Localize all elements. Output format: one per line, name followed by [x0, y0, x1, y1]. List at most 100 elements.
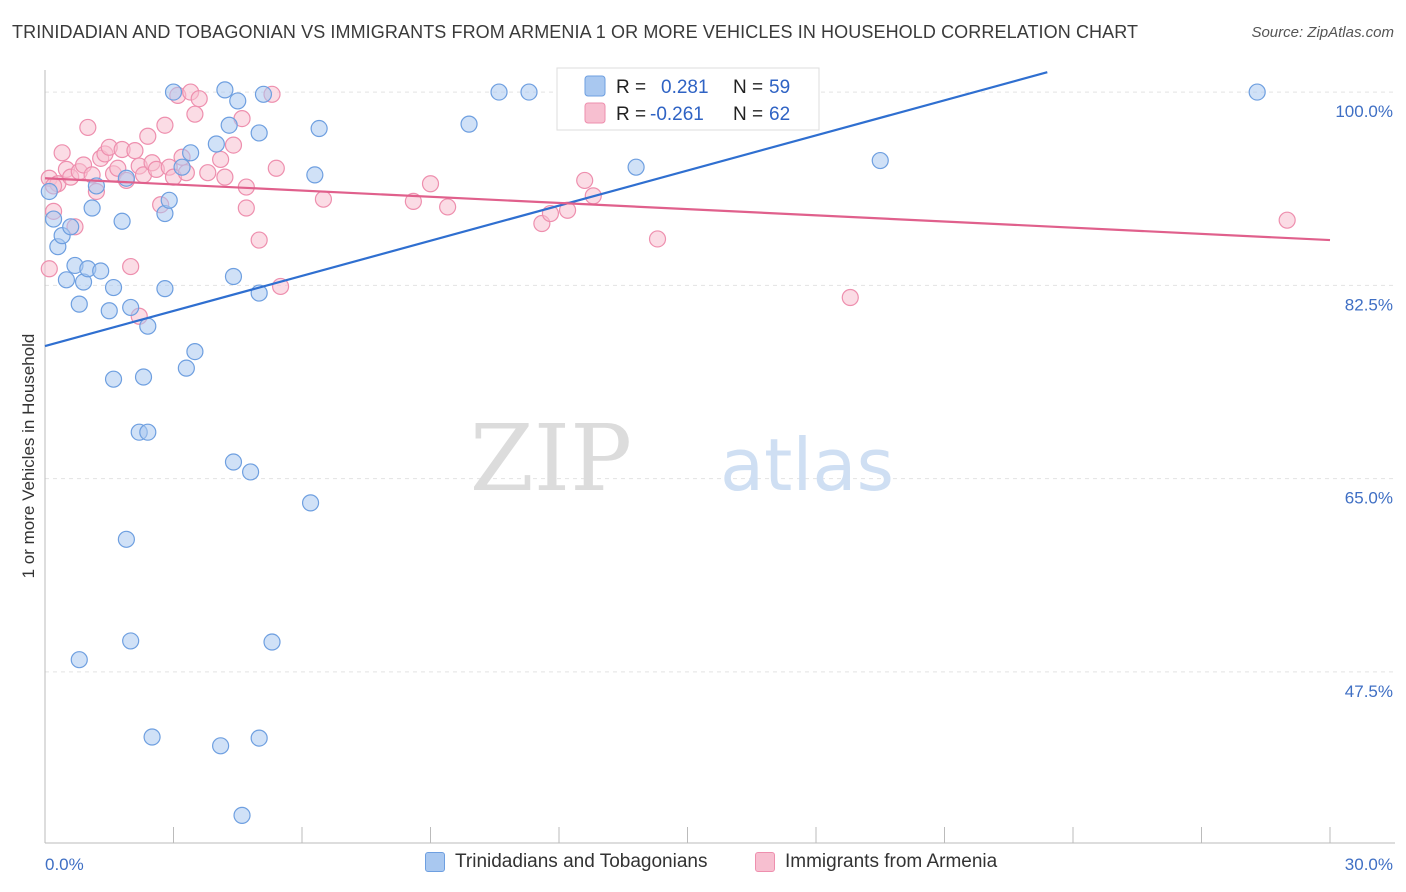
series-legend: Trinidadians and Tobagonians Immigrants …	[0, 851, 1406, 879]
armenia-point	[841, 288, 859, 307]
series-armenia-points	[40, 83, 1296, 325]
trinidad-point	[250, 124, 268, 142]
armenia-point	[404, 192, 422, 211]
legend-r-value-1: 0.281	[661, 77, 709, 98]
y-tick-label: 65.0%	[1345, 489, 1393, 508]
trend-line-trinidad	[44, 71, 1048, 348]
legend-swatch-armenia	[584, 102, 606, 124]
legend-item-trinidad[interactable]: Trinidadians and Tobagonians	[425, 851, 707, 873]
legend-swatch-armenia-bottom	[755, 852, 775, 872]
y-tick-label: 47.5%	[1345, 682, 1393, 701]
chart-title: TRINIDADIAN AND TOBAGONIAN VS IMMIGRANTS…	[12, 22, 1139, 42]
armenia-point	[186, 105, 204, 123]
trinidad-point	[117, 530, 135, 548]
series-trinidad-points	[40, 81, 1266, 824]
trinidad-point	[156, 280, 174, 298]
legend-r-value-2: -0.261	[650, 104, 704, 125]
armenia-point	[237, 199, 255, 217]
y-axis-label: 1 or more Vehicles in Household	[19, 334, 38, 579]
trinidad-point	[104, 278, 123, 297]
trinidad-point	[301, 494, 320, 512]
trinidad-point	[122, 632, 140, 650]
armenia-point	[40, 260, 58, 278]
trinidad-point	[224, 453, 243, 471]
source-label: Source: ZipAtlas.com	[1251, 24, 1394, 41]
trinidad-point	[40, 182, 58, 201]
armenia-point	[212, 150, 230, 169]
x-tick-label-max: 30.0%	[1345, 855, 1393, 874]
trinidad-point	[229, 92, 247, 110]
armenia-point	[53, 144, 71, 162]
legend-n-label-2: N =	[733, 104, 763, 125]
armenia-point	[267, 159, 285, 177]
trinidad-point	[143, 728, 161, 746]
armenia-point	[139, 127, 157, 145]
legend-n-label-1: N =	[733, 77, 763, 98]
trinidad-point	[233, 806, 251, 824]
trinidad-point	[164, 83, 183, 101]
legend-n-value-1: 59	[769, 77, 790, 98]
trinidad-point	[224, 267, 243, 286]
trinidad-point	[490, 83, 508, 101]
trinidad-point	[212, 737, 230, 755]
trinidad-point	[520, 83, 538, 101]
x-tick-label-min: 0.0%	[45, 855, 84, 874]
trinidad-point	[117, 169, 135, 187]
legend-r-label-1: R =	[616, 77, 646, 98]
trinidad-point	[254, 85, 273, 103]
armenia-point	[216, 168, 234, 186]
trinidad-point	[871, 151, 889, 170]
watermark-zip: ZIP	[470, 405, 632, 512]
legend-n-value-2: 62	[769, 104, 790, 125]
trinidad-point	[113, 212, 131, 230]
armenia-point	[648, 230, 667, 248]
trinidad-point	[134, 368, 153, 386]
trinidad-point	[92, 262, 110, 280]
correlation-legend: R = 0.281 N = 59 R = -0.261 N = 62	[556, 67, 820, 131]
trend-lines	[44, 71, 1331, 348]
trinidad-point	[186, 342, 204, 361]
trinidad-point	[100, 302, 118, 320]
legend-r-label-2: R =	[616, 104, 646, 125]
trinidad-point	[242, 463, 260, 481]
legend-item-armenia[interactable]: Immigrants from Armenia	[755, 851, 997, 873]
trinidad-point	[627, 158, 645, 176]
trinidad-point	[263, 633, 281, 651]
armenia-point	[156, 116, 174, 134]
armenia-point	[421, 175, 440, 193]
armenia-point	[79, 118, 97, 137]
trinidad-point	[122, 298, 140, 317]
trinidad-point	[57, 271, 76, 289]
armenia-point	[224, 136, 243, 154]
trinidad-point	[207, 135, 225, 153]
armenia-point	[250, 231, 268, 249]
trend-line-armenia	[44, 177, 1331, 242]
legend-label-armenia: Immigrants from Armenia	[785, 851, 998, 872]
legend-swatch-trinidad	[584, 75, 606, 97]
trinidad-point	[70, 651, 88, 669]
trinidad-point	[173, 158, 191, 176]
y-tick-label: 82.5%	[1345, 295, 1393, 314]
armenia-point	[126, 142, 144, 160]
trinidad-point	[70, 295, 88, 313]
armenia-point	[199, 164, 217, 182]
trinidad-point	[160, 191, 178, 209]
trinidad-point	[104, 370, 123, 388]
trinidad-point	[62, 218, 80, 236]
legend-swatch-trinidad-bottom	[425, 852, 445, 872]
armenia-point	[314, 190, 333, 208]
trinidad-point	[139, 423, 157, 441]
legend-label-trinidad: Trinidadians and Tobagonians	[455, 851, 708, 872]
y-tick-label: 100.0%	[1335, 102, 1393, 121]
armenia-point	[190, 90, 208, 108]
trinidad-point	[177, 359, 195, 377]
trinidad-point	[310, 119, 328, 138]
trinidad-point	[250, 729, 268, 747]
armenia-point	[122, 257, 140, 276]
trinidad-point	[216, 81, 234, 99]
armenia-point	[576, 171, 594, 190]
watermark: ZIP atlas	[470, 405, 894, 512]
trinidad-point	[1248, 83, 1266, 101]
armenia-point	[1278, 211, 1296, 229]
